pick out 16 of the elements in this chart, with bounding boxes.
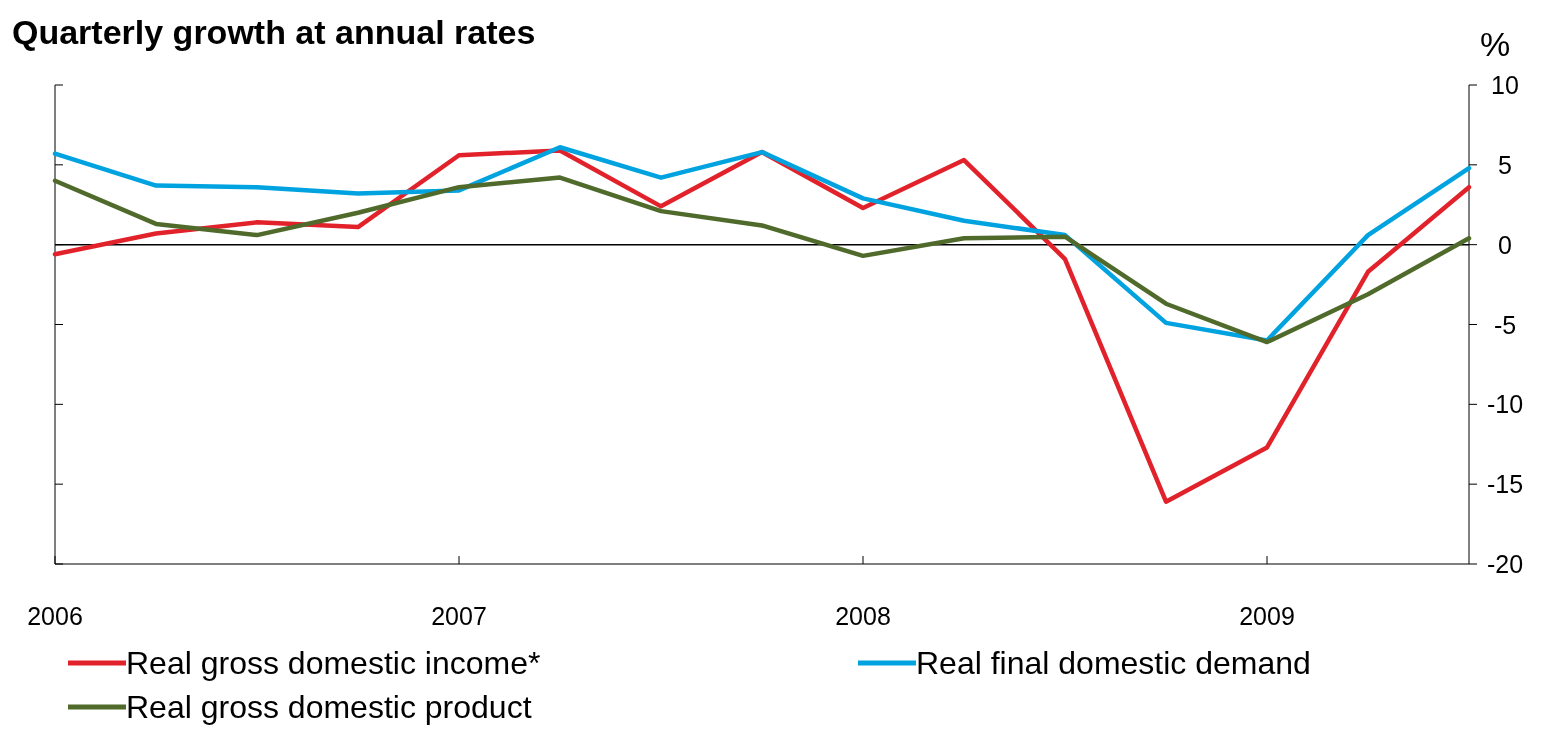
x-tick-label: 2007 (431, 602, 487, 630)
legend-label: Real final domestic demand (916, 645, 1311, 681)
x-tick-label: 2006 (27, 602, 83, 630)
y-tick-label: 5 (1498, 150, 1512, 179)
y-tick-label: -5 (1493, 310, 1517, 339)
chart-title: Quarterly growth at annual rates (12, 13, 536, 51)
x-tick-label: 2008 (835, 602, 891, 630)
legend-label: Real gross domestic income* (126, 645, 541, 681)
y-tick-label: 0 (1498, 230, 1512, 259)
legend-label: Real gross domestic product (126, 689, 532, 725)
y-tick-label: -15 (1486, 470, 1524, 499)
y-tick-label: 10 (1491, 71, 1519, 99)
x-tick-label: 2009 (1239, 602, 1295, 630)
y-tick-label: -20 (1486, 550, 1524, 578)
y-tick-label: -10 (1486, 390, 1524, 419)
y-axis-title: % (1479, 25, 1511, 63)
